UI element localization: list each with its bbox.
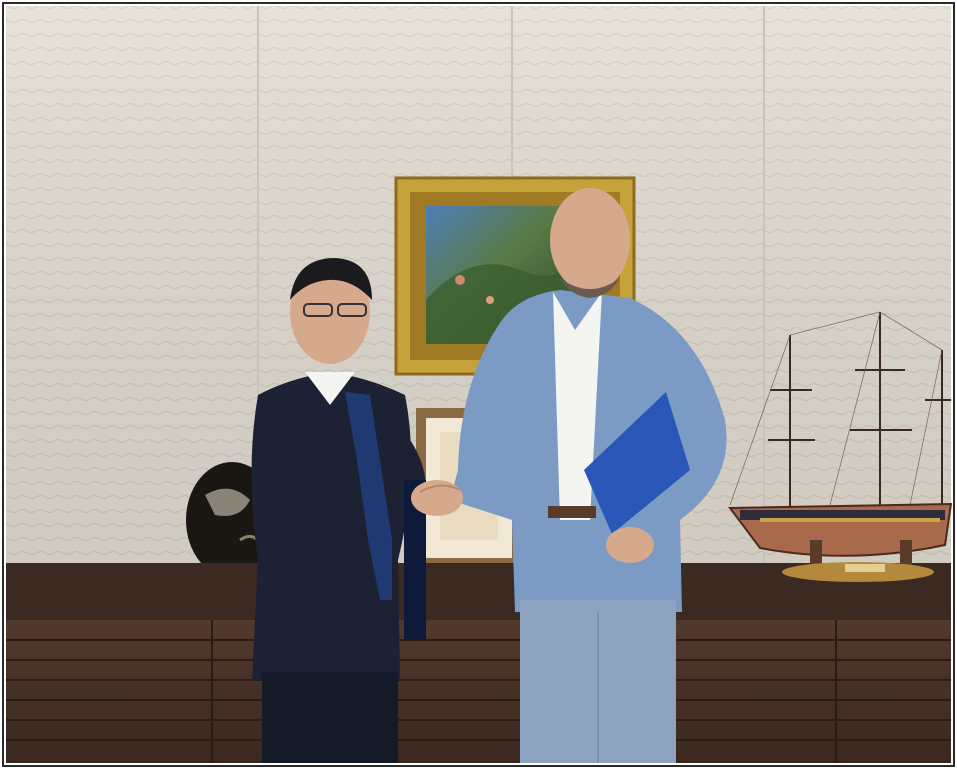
folder-dark xyxy=(404,480,426,640)
blue-folder xyxy=(584,392,690,534)
handshake xyxy=(411,480,463,516)
wooden-sideboard xyxy=(6,563,951,763)
man-in-light-blue-suit xyxy=(450,188,727,763)
man-in-dark-suit xyxy=(251,258,426,763)
model-sailing-ship xyxy=(728,311,953,582)
